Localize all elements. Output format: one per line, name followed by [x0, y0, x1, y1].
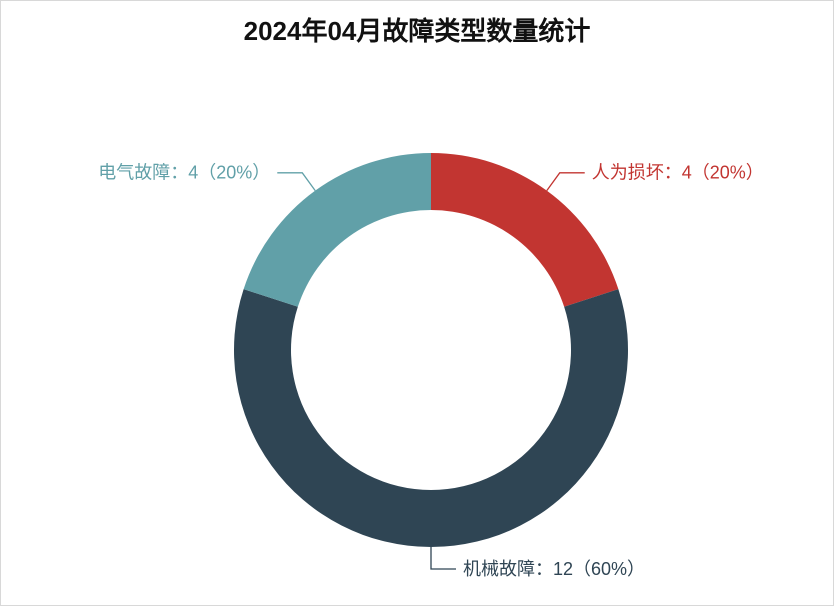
label-line	[430, 547, 456, 570]
slice	[233, 289, 628, 547]
slice-label: 电气故障：4（20%）	[98, 163, 270, 183]
slice-label: 机械故障：12（60%）	[463, 559, 645, 579]
slice	[243, 153, 431, 307]
chart-title: 2024年04月故障类型数量统计	[244, 16, 591, 46]
slice	[431, 153, 619, 307]
label-line	[546, 172, 585, 192]
label-line	[277, 172, 316, 192]
slice-label: 人为损坏：4（20%）	[592, 163, 764, 183]
